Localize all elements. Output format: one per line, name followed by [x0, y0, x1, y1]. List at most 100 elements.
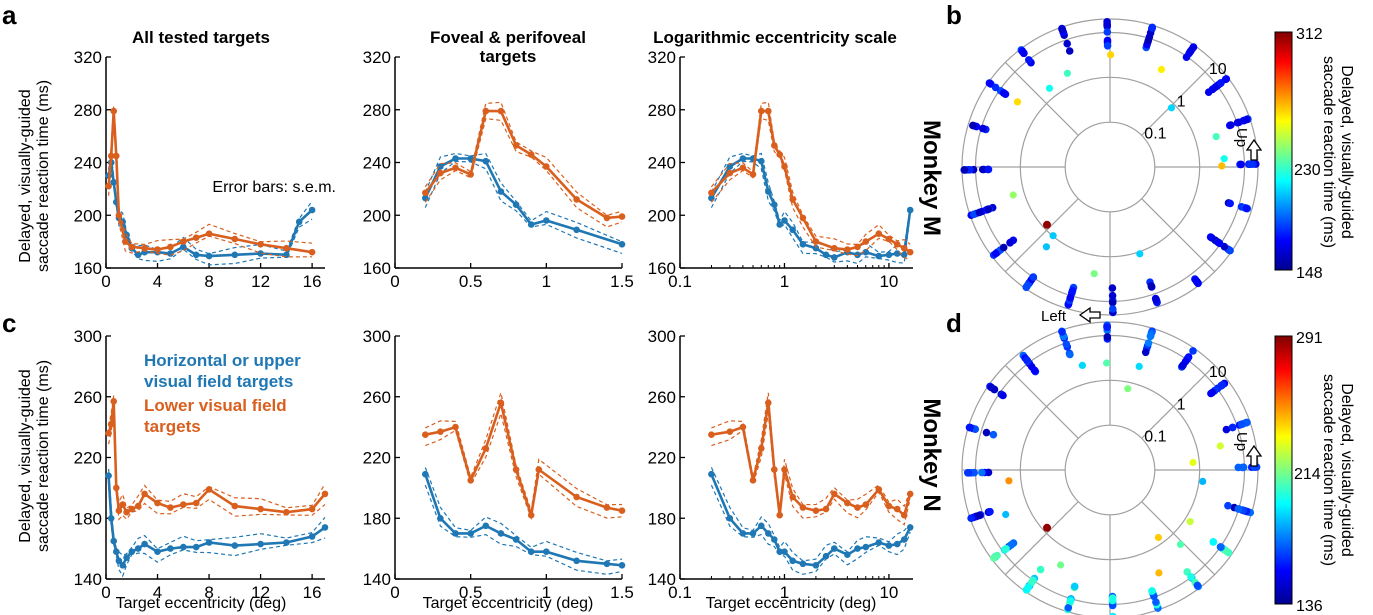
series-blue [105, 468, 329, 578]
data-point [900, 536, 908, 543]
data-point [192, 499, 200, 507]
data-point [758, 522, 765, 530]
polar-point [987, 383, 996, 392]
panel-label-b: b [946, 0, 962, 30]
data-point [739, 164, 747, 172]
polar-point [1206, 233, 1215, 241]
polar-point [1042, 243, 1050, 251]
legend-blue-line1: Horizontal or upper [144, 351, 301, 370]
y-tick-label: 180 [363, 509, 391, 528]
polar-spoke [1004, 364, 1079, 439]
colorbar-monkey-m [1274, 31, 1293, 271]
data-point [893, 250, 901, 257]
data-point [885, 502, 893, 510]
series-line [710, 157, 912, 259]
up-arrow-icon-bottom [1245, 444, 1263, 467]
x-tick-label: 12 [251, 583, 270, 602]
chart-a-left: 160 200 240 280 320 0 4 8 12 16 [74, 48, 325, 291]
polar-point [1242, 115, 1251, 124]
data-point [854, 251, 861, 259]
data-point [527, 511, 535, 519]
polar-point [1235, 118, 1243, 127]
data-point [781, 163, 788, 170]
data-point [726, 163, 734, 170]
y-tick-label: 240 [648, 154, 676, 173]
polar-point [1237, 160, 1245, 169]
error-upper [424, 467, 623, 562]
polar-point [1062, 340, 1071, 349]
data-point [726, 515, 734, 522]
series-orange [708, 392, 914, 526]
polar-point [1147, 282, 1156, 290]
series-line [711, 402, 912, 518]
polar-point [1144, 339, 1153, 347]
data-point [885, 235, 893, 243]
polar-point [1103, 28, 1112, 36]
data-point [812, 507, 820, 514]
x-tick-label: 1 [542, 272, 551, 291]
polar-point [1176, 540, 1185, 549]
data-point [257, 250, 264, 257]
ylabel-top-line2: saccade reaction time (ms) [35, 80, 52, 272]
polar-point [1243, 418, 1251, 427]
data-point [115, 507, 123, 514]
series-line [107, 401, 326, 515]
data-point [781, 466, 788, 473]
data-point [573, 557, 580, 565]
polar-point [1148, 23, 1156, 32]
data-point [452, 423, 459, 431]
data-point [107, 420, 115, 428]
polar-point [1209, 538, 1218, 546]
y-tick-label: 240 [363, 154, 391, 173]
data-point [844, 551, 851, 558]
data-point [308, 206, 316, 214]
data-point [497, 530, 505, 537]
polar-point [1002, 510, 1010, 519]
data-point [128, 243, 136, 251]
title-log-scale: Logarithmic eccentricity scale [653, 28, 897, 47]
polar-point [1045, 84, 1054, 92]
polar-spoke [1141, 364, 1216, 439]
data-point [758, 107, 765, 115]
polar-point [1024, 583, 1032, 592]
polar-point [1066, 293, 1075, 302]
data-point [512, 201, 520, 208]
data-point [765, 530, 772, 537]
polar-point [1108, 596, 1117, 605]
series-blue [708, 152, 914, 265]
y-tick-label: 260 [648, 388, 676, 407]
data-point [875, 252, 883, 260]
data-point [231, 542, 239, 549]
data-point [776, 511, 783, 519]
ylabel-bottom-line1: Delayed, visually-guided [17, 369, 34, 542]
data-point [812, 244, 820, 252]
polar-point [1218, 162, 1226, 170]
data-point [119, 562, 126, 569]
data-point [708, 189, 715, 197]
data-point [749, 171, 757, 178]
data-point [527, 221, 535, 228]
data-point [180, 543, 187, 551]
polar-point [1103, 359, 1111, 367]
data-point [295, 218, 303, 226]
data-point [110, 537, 117, 545]
data-point [482, 107, 490, 115]
polar-point [1036, 565, 1045, 574]
data-point [452, 530, 459, 537]
data-point [115, 557, 123, 565]
polar-point [1234, 463, 1243, 472]
data-point [789, 557, 796, 565]
error-upper [108, 395, 326, 510]
series-line [107, 475, 326, 568]
data-point [205, 230, 213, 237]
polar-point [1025, 56, 1033, 64]
series-orange [422, 101, 626, 228]
data-point [107, 515, 115, 522]
y-tick-label: 300 [74, 327, 102, 346]
data-point [321, 524, 329, 531]
legend-blue-line2: visual field targets [144, 372, 293, 391]
data-point [749, 477, 757, 484]
polar-point [1108, 284, 1117, 292]
data-point [467, 477, 475, 484]
polar-point [1058, 328, 1066, 336]
